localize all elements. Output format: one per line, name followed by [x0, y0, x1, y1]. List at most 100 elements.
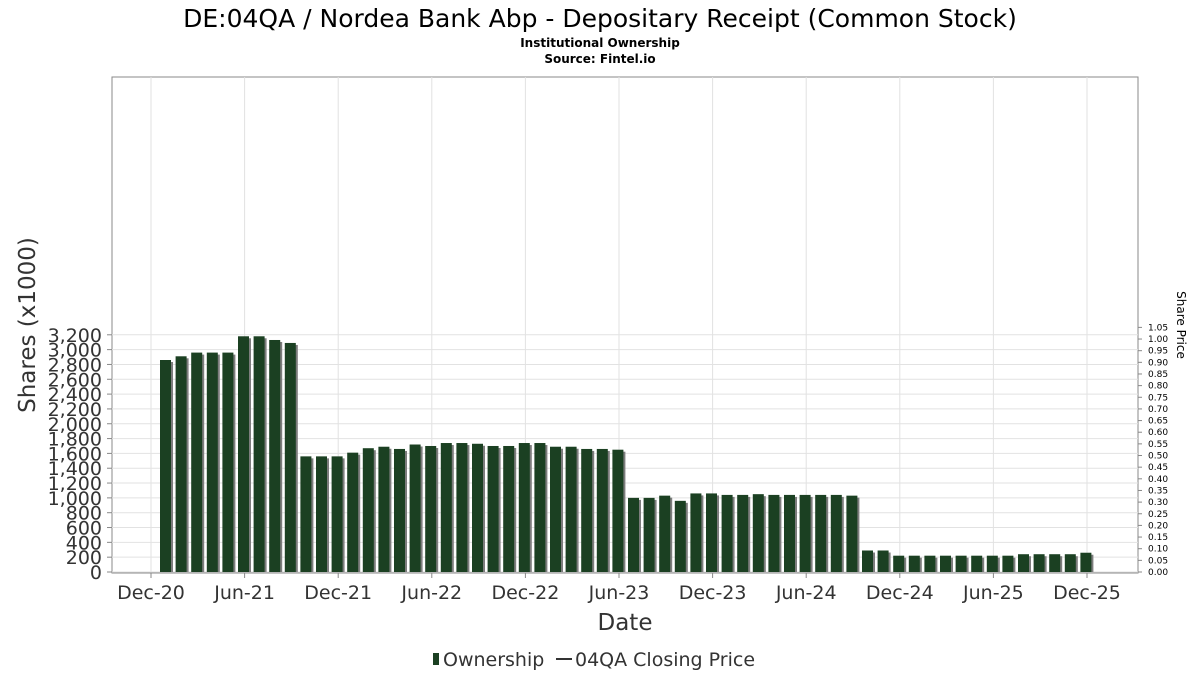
- ownership-bar: [191, 352, 203, 572]
- ownership-bar: [940, 555, 951, 572]
- ownership-bar: [877, 550, 889, 572]
- ownership-bar: [1018, 554, 1029, 572]
- y-tick-label: 3,200: [48, 325, 102, 347]
- ownership-bar: [300, 456, 312, 572]
- ownership-bar: [908, 555, 920, 572]
- y-right-tick-label: 0.80: [1148, 382, 1168, 392]
- y-tick-label: 0: [90, 562, 102, 584]
- ownership-bar: [394, 448, 405, 572]
- ownership-bar: [955, 555, 967, 572]
- ownership-bar: [1080, 552, 1092, 572]
- y-tick-label: 1,600: [48, 443, 102, 465]
- x-axis-label: Date: [598, 610, 653, 636]
- ownership-bar: [815, 494, 827, 572]
- y-right-tick-label: 0.35: [1148, 486, 1168, 496]
- y-right-tick-label: 0.95: [1148, 347, 1168, 357]
- ownership-bar: [768, 494, 780, 572]
- y-right-tick-label: 0.70: [1148, 405, 1168, 415]
- ownership-bar: [456, 443, 468, 572]
- chart-subtitle: Institutional Ownership: [520, 36, 680, 50]
- ownership-bar: [269, 339, 281, 572]
- bars: [160, 336, 1094, 572]
- ownership-bar: [628, 497, 639, 572]
- ownership-bar: [706, 493, 717, 572]
- ownership-bar: [659, 495, 671, 572]
- ownership-bar: [425, 445, 437, 572]
- ownership-bar: [487, 445, 499, 572]
- y-tick-label: 2,000: [48, 414, 102, 436]
- y-tick-label: 1,400: [48, 458, 102, 480]
- ownership-bar: [721, 494, 733, 572]
- ownership-bar: [846, 495, 858, 572]
- y-right-tick-label: 0.20: [1148, 521, 1168, 531]
- ownership-bar: [238, 336, 249, 572]
- y-right-tick-label: 0.05: [1148, 556, 1168, 566]
- ownership-bar: [924, 555, 936, 572]
- y-axis-label-right: Share Price: [1174, 291, 1188, 359]
- x-tick-label: Dec-24: [866, 582, 934, 604]
- ownership-bar: [253, 336, 265, 572]
- x-tick-label: Dec-23: [679, 582, 747, 604]
- y-right-tick-label: 0.75: [1148, 393, 1168, 403]
- ownership-bar: [378, 446, 390, 572]
- y-right-tick-label: 0.10: [1148, 545, 1168, 555]
- ownership-bar: [784, 494, 795, 572]
- y-right-tick-label: 0.45: [1148, 463, 1168, 473]
- legend: Ownership 04QA Closing Price: [433, 649, 755, 671]
- ownership-bar: [175, 356, 187, 572]
- ownership-bar: [362, 448, 374, 572]
- chart-title: DE:04QA / Nordea Bank Abp - Depositary R…: [183, 4, 1017, 33]
- y-tick-label: 200: [66, 547, 102, 569]
- ownership-bar: [1002, 555, 1014, 572]
- ownership-bar: [612, 449, 624, 572]
- y-right-tick-label: 1.00: [1148, 335, 1168, 345]
- ownership-bar: [799, 494, 811, 572]
- y-axis-right: 0.00 0.050.10 0.15 0.200.25 0.30 0.350.40 0.45…: [1138, 323, 1168, 578]
- ownership-bar: [1033, 554, 1045, 572]
- ownership-bar: [690, 493, 702, 572]
- ownership-bar: [206, 352, 218, 572]
- x-tick-label: Jun-25: [962, 582, 1024, 604]
- x-axis: Dec-20 Jun-21 Dec-21 Jun-22 Dec-22 Jun-23 Dec-…: [112, 572, 1138, 604]
- ownership-bar: [222, 352, 234, 572]
- ownership-bar: [160, 360, 171, 572]
- y-right-tick-label: 0.30: [1148, 498, 1168, 508]
- y-axis-left: 02004006008001,0001,2001,4001,6001,8002,…: [48, 325, 112, 584]
- x-tick-label: Dec-22: [491, 582, 559, 604]
- chart-source: Source: Fintel.io: [544, 52, 655, 66]
- legend-ownership-label: Ownership: [443, 649, 544, 671]
- x-tick-label: Jun-22: [400, 582, 462, 604]
- ownership-bar: [581, 448, 593, 572]
- y-right-tick-label: 0.60: [1148, 428, 1168, 438]
- y-right-tick-label: 0.65: [1148, 417, 1168, 427]
- x-tick-label: Dec-21: [304, 582, 372, 604]
- ownership-bar: [971, 555, 983, 572]
- y-tick-label: 600: [66, 518, 102, 540]
- y-tick-label: 400: [66, 532, 102, 554]
- ownership-bar: [347, 452, 359, 572]
- ownership-bar: [1049, 554, 1061, 572]
- ownership-bar: [596, 448, 608, 572]
- ownership-bar: [534, 443, 546, 572]
- y-axis-label: Shares (x1000): [15, 237, 41, 413]
- x-tick-label: Dec-20: [117, 582, 185, 604]
- y-right-tick-label: 1.05: [1148, 323, 1168, 333]
- y-right-tick-label: 0.85: [1148, 370, 1168, 380]
- y-right-tick-label: 0.25: [1148, 510, 1168, 520]
- ownership-bar: [550, 446, 561, 572]
- y-right-tick-label: 0.55: [1148, 440, 1168, 450]
- x-tick-label: Jun-24: [775, 582, 837, 604]
- y-tick-label: 3,000: [48, 340, 102, 362]
- x-tick-label: Jun-23: [588, 582, 650, 604]
- y-tick-label: 2,400: [48, 384, 102, 406]
- ownership-bar: [830, 494, 842, 572]
- ownership-bar: [503, 445, 515, 572]
- ownership-bar: [316, 456, 327, 572]
- y-tick-label: 1,000: [48, 488, 102, 510]
- ownership-bar: [518, 443, 530, 572]
- legend-ownership-swatch: [433, 653, 439, 665]
- y-right-tick-label: 0.50: [1148, 452, 1168, 462]
- ownership-bar: [643, 497, 655, 572]
- ownership-bar: [331, 456, 343, 572]
